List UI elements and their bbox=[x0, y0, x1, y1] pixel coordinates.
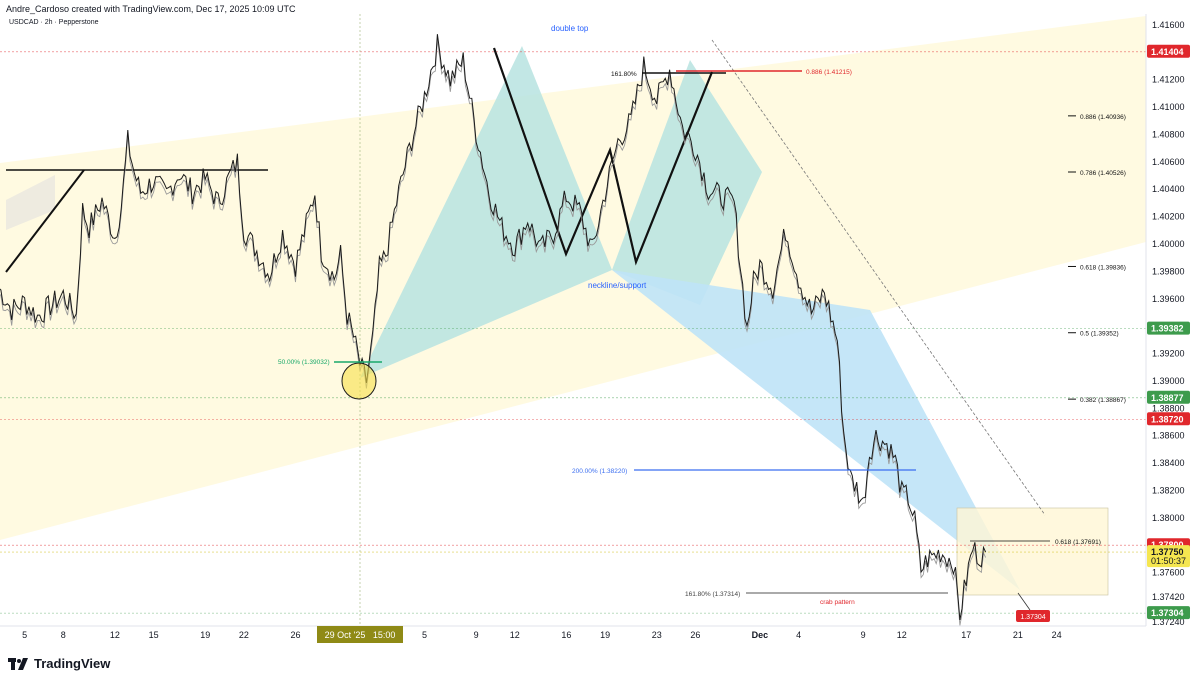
label-fib-161-bottom: 161.80% (1.37314) bbox=[685, 591, 740, 598]
price-series bbox=[0, 34, 987, 626]
y-tick-label: 1.40800 bbox=[1152, 129, 1185, 139]
x-tick-label: 5 bbox=[422, 630, 427, 640]
x-tick-label: 26 bbox=[690, 630, 700, 640]
fib-level-label: 0.786 (1.40526) bbox=[1080, 170, 1126, 177]
y-tick-label: 1.38000 bbox=[1152, 513, 1185, 523]
low-price-marker: 1.37304 bbox=[1016, 610, 1050, 622]
svg-text:1.37304: 1.37304 bbox=[1151, 608, 1184, 618]
y-tick-label: 1.38800 bbox=[1152, 403, 1185, 413]
fib-level-label: 0.5 (1.39352) bbox=[1080, 331, 1119, 338]
label-fib-0886: 0.886 (1.41215) bbox=[806, 69, 852, 76]
low-marker-pointer bbox=[1017, 592, 1031, 611]
crab-target-box bbox=[956, 507, 1109, 596]
y-tick-label: 1.37420 bbox=[1152, 592, 1185, 602]
y-tick-label: 1.41000 bbox=[1152, 102, 1185, 112]
x-tick-label: 23 bbox=[652, 630, 662, 640]
harmonic-bc-cd-teal bbox=[612, 60, 762, 305]
fib-50-circle[interactable] bbox=[341, 362, 377, 400]
left-trendline bbox=[5, 169, 85, 273]
svg-text:1.38877: 1.38877 bbox=[1151, 393, 1184, 403]
x-tick-label: 16 bbox=[561, 630, 571, 640]
y-tick-label: 1.40000 bbox=[1152, 239, 1185, 249]
fib-level-ticks: 0.886 (1.40936) 0.786 (1.40526) 0.618 (1.3… bbox=[1068, 114, 1126, 404]
label-double-top: double top bbox=[551, 24, 589, 33]
svg-text:1.38720: 1.38720 bbox=[1151, 414, 1184, 424]
label-neckline: neckline/support bbox=[588, 281, 647, 290]
x-tick-label: 19 bbox=[600, 630, 610, 640]
svg-text:1.37750: 1.37750 bbox=[1151, 547, 1184, 557]
price-label-green: 1.39382 bbox=[1147, 321, 1190, 335]
price-series-line bbox=[0, 34, 987, 620]
x-tick-label: 12 bbox=[110, 630, 120, 640]
price-label-red: 1.38720 bbox=[1147, 412, 1190, 426]
harmonic-crab-blue bbox=[612, 270, 1020, 590]
harmonic-xa-ab-teal bbox=[360, 46, 612, 378]
double-top-zigzag bbox=[492, 47, 714, 266]
y-tick-label: 1.38400 bbox=[1152, 458, 1185, 468]
x-tick-label: 26 bbox=[290, 630, 300, 640]
svg-text:1.39382: 1.39382 bbox=[1151, 324, 1184, 334]
y-tick-label: 1.39200 bbox=[1152, 349, 1185, 359]
label-crab-pattern: crab pattern bbox=[820, 599, 855, 606]
x-tick-label: 12 bbox=[897, 630, 907, 640]
svg-text:01:50:37: 01:50:37 bbox=[1151, 556, 1186, 566]
y-tick-label: 1.39600 bbox=[1152, 294, 1185, 304]
y-tick-label: 1.41200 bbox=[1152, 75, 1185, 85]
x-tick-label: 15 bbox=[149, 630, 159, 640]
label-box-0618: 0.618 (1.37691) bbox=[1055, 539, 1101, 546]
descending-trendline bbox=[711, 39, 1046, 516]
x-tick-label: 12 bbox=[510, 630, 520, 640]
svg-text:1.37304: 1.37304 bbox=[1020, 614, 1045, 621]
tradingview-logo[interactable]: TradingView bbox=[8, 656, 110, 671]
label-fib-200: 200.00% (1.38220) bbox=[572, 468, 627, 475]
price-level-lines bbox=[0, 51, 1146, 614]
x-tick-label: 8 bbox=[61, 630, 66, 640]
x-tick-label: 19 bbox=[200, 630, 210, 640]
x-tick-label: 9 bbox=[474, 630, 479, 640]
x-tick-label: 4 bbox=[796, 630, 801, 640]
y-tick-label: 1.39000 bbox=[1152, 376, 1185, 386]
svg-text:29 Oct '25 15:00: 29 Oct '25 15:00 bbox=[325, 630, 396, 640]
price-label-red: 1.41404 bbox=[1147, 44, 1190, 58]
y-tick-label: 1.40400 bbox=[1152, 184, 1185, 194]
x-tick-label: 22 bbox=[239, 630, 249, 640]
x-tick-label: 24 bbox=[1052, 630, 1062, 640]
y-tick-label: 1.39800 bbox=[1152, 266, 1185, 276]
y-tick-label: 1.40200 bbox=[1152, 212, 1185, 222]
x-tick-label: 21 bbox=[1013, 630, 1023, 640]
fib-level-label: 0.382 (1.38867) bbox=[1080, 397, 1126, 404]
y-tick-label: 1.37600 bbox=[1152, 568, 1185, 578]
y-tick-label: 1.38200 bbox=[1152, 485, 1185, 495]
fib-level-label: 0.618 (1.39836) bbox=[1080, 264, 1126, 271]
tradingview-brand: TradingView bbox=[34, 656, 111, 671]
tradingview-logo-icon bbox=[8, 657, 28, 670]
cursor-date-label: 29 Oct '25 15:00 bbox=[317, 626, 403, 643]
price-series-shadow bbox=[0, 39, 987, 626]
fib-level-label: 0.886 (1.40936) bbox=[1080, 114, 1126, 121]
time-axis[interactable]: 581215192226ov591216192326Dec4912172124 bbox=[22, 630, 1062, 640]
y-tick-label: 1.37240 bbox=[1152, 617, 1185, 627]
price-axis-labels: 1.414041.393821.388771.387201.378001.377… bbox=[1147, 44, 1190, 620]
label-fib-161-top: 161.80% bbox=[611, 71, 637, 78]
label-fib-50: 50.00% (1.39032) bbox=[278, 359, 330, 366]
svg-text:1.41404: 1.41404 bbox=[1151, 47, 1184, 57]
y-tick-label: 1.41600 bbox=[1152, 20, 1185, 30]
x-tick-label: 5 bbox=[22, 630, 27, 640]
price-axis[interactable]: 1.41600 1.41200 1.41000 1.40800 1.40600 1.404… bbox=[1152, 20, 1185, 627]
symbol-legend: USDCAD · 2h · Pepperstone bbox=[9, 19, 99, 26]
y-tick-label: 1.38600 bbox=[1152, 431, 1185, 441]
chart-attribution: Andre_Cardoso created with TradingView.c… bbox=[6, 4, 296, 14]
x-tick-label: 17 bbox=[961, 630, 971, 640]
price-label-green: 1.37304 bbox=[1147, 606, 1190, 620]
channel-shade-left bbox=[6, 175, 55, 230]
price-label-green: 1.38877 bbox=[1147, 390, 1190, 404]
x-tick-label: Dec bbox=[752, 630, 769, 640]
x-tick-label: 9 bbox=[861, 630, 866, 640]
y-tick-label: 1.40600 bbox=[1152, 157, 1185, 167]
